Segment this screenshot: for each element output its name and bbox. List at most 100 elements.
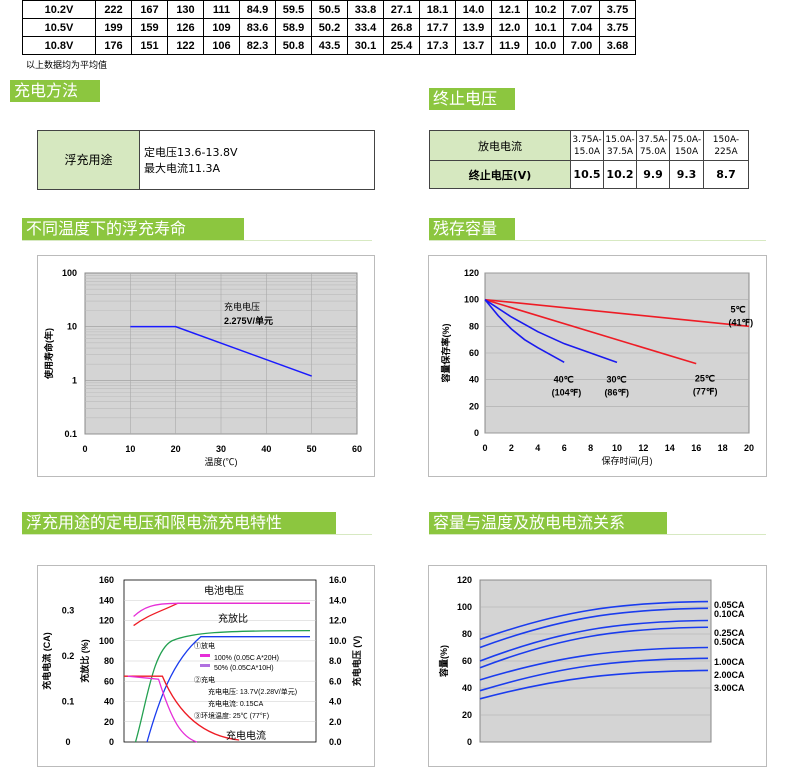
y-tick-label: 120: [464, 268, 479, 278]
x-tick-label: 14: [665, 443, 675, 453]
volt-tick-label: 4.0: [329, 697, 342, 707]
series-label: (86℉): [604, 387, 629, 397]
ca-tick-label: 0.3: [62, 605, 75, 615]
section-charge-method: 充电方法: [10, 80, 100, 102]
ratio-tick-label: 20: [104, 717, 114, 727]
x-tick-label: 30: [216, 444, 226, 454]
y-tick-label: 60: [469, 348, 479, 358]
curve-current-2: [127, 675, 198, 743]
legend-item: 充电电压: 13.7V(2.28V/单元): [208, 687, 297, 696]
cutoff-current: 3.75A-15.0A: [570, 130, 604, 161]
table-cell: 25.4: [383, 36, 420, 55]
series-label: 0.50CA: [714, 637, 745, 647]
y-tick-label: 1: [72, 375, 77, 385]
x-tick-label: 60: [352, 444, 362, 454]
y-tick-label: 80: [469, 321, 479, 331]
cutoff-current: 37.5A-75.0A: [636, 130, 670, 161]
ratio-tick-label: 140: [99, 595, 114, 605]
table-cell: 7.04: [563, 18, 600, 37]
table-cell: 18.1: [419, 0, 456, 19]
series-label: (41℉): [729, 317, 754, 327]
section-cap-temp: 容量与温度及放电电流关系: [429, 512, 667, 534]
y-tick-label: 80: [462, 629, 472, 639]
legend-item: ①放电: [194, 641, 215, 650]
table-cell: 33.4: [347, 18, 384, 37]
series-label: 25℃: [695, 374, 715, 384]
x-tick-label: 16: [691, 443, 701, 453]
charge-method-label: 浮充用途: [38, 131, 140, 189]
y-tick-label: 100: [457, 602, 472, 612]
table-cell: 12.0: [491, 18, 528, 37]
volt-tick-label: 6.0: [329, 676, 342, 686]
table-cell: 167: [131, 0, 168, 19]
table-cell: 109: [203, 18, 240, 37]
table-cell: 58.9: [275, 18, 312, 37]
legend-item: 100% (0.05C A*20H): [214, 655, 279, 662]
series-label: 2.00CA: [714, 670, 745, 680]
cap-temp-panel: 120 100 80 60 40 20 0 容量(%) 0.05CA 0.10CA 0.25CA 0.…: [428, 565, 767, 767]
legend-item: ②充电: [194, 675, 215, 684]
curve-voltage: [134, 629, 311, 743]
legend-item: ③环境温度: 25℃ (77℉): [194, 711, 269, 720]
annotation: 充电电压: [224, 301, 260, 312]
curve-label-ratio: 充放比: [218, 612, 248, 625]
x-tick-label: 0: [482, 443, 487, 453]
x-tick-label: 20: [171, 444, 181, 454]
y-tick-label: 120: [457, 575, 472, 585]
table-cell: 106: [203, 36, 240, 55]
table-cell: 27.1: [383, 0, 420, 19]
table-cell: 13.9: [455, 18, 492, 37]
cutoff-voltage-table: 放电电流 3.75A-15.0A 15.0A-37.5A 37.5A-75.0A…: [429, 130, 749, 189]
legend-swatch: [200, 654, 210, 657]
cutoff-current: 75.0A-150A: [669, 130, 704, 161]
y-tick-label: 0: [467, 737, 472, 747]
annotation: 2.275V/单元: [224, 315, 273, 326]
y-tick-label: 40: [469, 375, 479, 385]
y-axis-label: 容量保存率(%): [440, 324, 451, 384]
y-tick-label: 60: [462, 656, 472, 666]
table-cell: 159: [131, 18, 168, 37]
cutoff-voltage: 10.2: [603, 160, 637, 189]
y-tick-label: 10: [67, 322, 77, 332]
series-label: (104℉): [552, 387, 582, 397]
table-cell: 50.8: [275, 36, 312, 55]
table-cell: 3.68: [599, 36, 636, 55]
table-cell: 10.0: [527, 36, 564, 55]
series-line: [479, 657, 709, 692]
table-row: 10.8V 176 151 122 106 82.3 50.8 43.5 30.1 25.4 17.…: [22, 36, 636, 55]
cutoff-current-label: 放电电流: [429, 130, 571, 161]
legend-item: 50% (0.05CA*10H): [214, 665, 274, 672]
series-line: [479, 600, 709, 641]
y-tick-label: 20: [462, 710, 472, 720]
volt-tick-label: 12.0: [329, 616, 347, 626]
table-cell: 111: [203, 0, 240, 19]
float-char-panel: 160 140 120 100 80 60 40 20 0 0.3 0.2 0.1 0 16.0 14.0 1…: [37, 565, 375, 767]
series-label: 0.25CA: [714, 628, 745, 638]
x-tick-label: 40: [261, 444, 271, 454]
capacity-retention-chart: 0 2 4 6 8 10 12 14 16 18 20 120 100 80 60 40 20 0 保存时间(月) 容…: [440, 268, 754, 466]
cutoff-voltage: 8.7: [703, 160, 749, 189]
float-life-panel: 0 10 20 30 40 50 60 100 10 1 0.1 温度(℃) 使用寿命(年) 充电电压 2.…: [37, 255, 375, 477]
x-tick-label: 20: [744, 443, 754, 453]
legend-item: 充电电流: 0.15CA: [208, 699, 264, 708]
section-float-life: 不同温度下的浮充寿命: [22, 218, 244, 240]
curve-current-1: [124, 675, 240, 741]
ratio-tick-label: 120: [99, 616, 114, 626]
series-label: (77℉): [693, 387, 718, 397]
table-row: 10.2V 222 167 130 111 84.9 59.5 50.5 33.8 27.1 18.…: [22, 0, 636, 19]
table-cell: 26.8: [383, 18, 420, 37]
ca-tick-label: 0.2: [62, 651, 75, 661]
volt-tick-label: 2.0: [329, 717, 342, 727]
volt-tick-label: 16.0: [329, 575, 347, 585]
ca-tick-label: 0.1: [62, 697, 75, 707]
series-line: [479, 646, 709, 681]
section-cutoff: 终止电压: [429, 88, 515, 110]
series-line: [479, 626, 709, 669]
series-label: 5℃: [731, 304, 746, 314]
series-line: [484, 298, 618, 364]
volt-tick-label: 8.0: [329, 656, 342, 666]
x-axis-label: 温度(℃): [205, 456, 238, 467]
ratio-tick-label: 80: [104, 656, 114, 666]
table-cell: 33.8: [347, 0, 384, 19]
ratio-axis-label: 充放比 (%): [79, 639, 90, 683]
